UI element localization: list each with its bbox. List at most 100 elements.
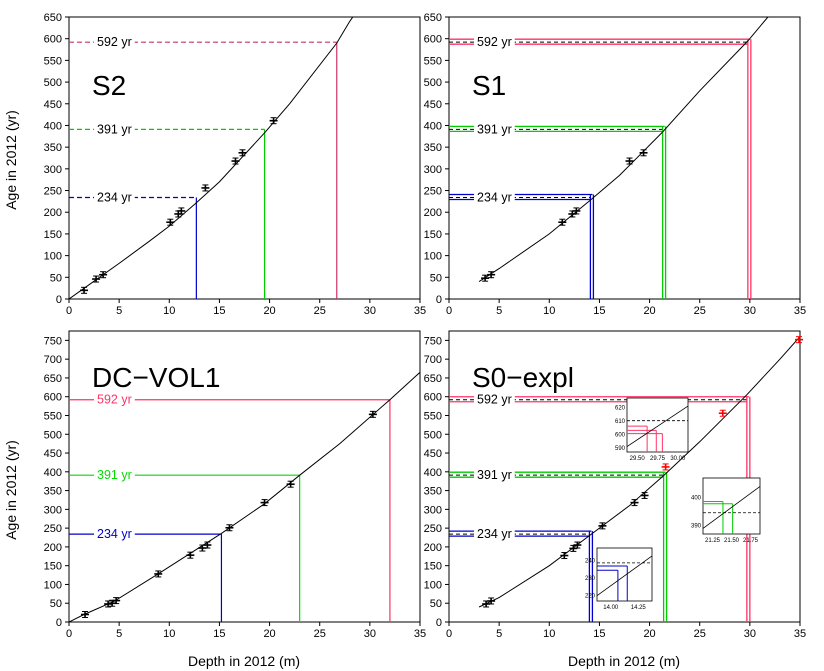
marker-label: 391 yr (97, 122, 132, 136)
y-tick-label: 250 (424, 523, 442, 535)
y-tick-label: 500 (424, 77, 442, 89)
y-tick-label: 450 (424, 448, 442, 460)
y-tick-label: 150 (44, 229, 62, 241)
x-axis-label-right: Depth in 2012 (m) (568, 653, 680, 669)
panel-label: S0−expl (472, 362, 574, 393)
x-tick-label: 5 (496, 305, 502, 317)
y-tick-label: 200 (44, 542, 62, 554)
y-tick-label: 400 (44, 467, 62, 479)
inset-frame (702, 477, 761, 535)
panel-DC-VOL1: 0 5 10 15 20 25 30 3505010015020025030035040045… (44, 330, 426, 640)
panel-S0-expl: 0 5 10 15 20 25 30 3505010015020025030035040045… (424, 330, 806, 640)
x-tick-label: 20 (263, 628, 275, 640)
y-tick-label: 450 (44, 99, 62, 111)
y-tick-label: 100 (44, 251, 62, 263)
y-tick-label: 600 (44, 392, 62, 404)
y-tick-label: 500 (44, 429, 62, 441)
marker-label-bg (474, 526, 515, 541)
x-tick-label: 35 (794, 628, 806, 640)
x-tick-label: 10 (543, 305, 555, 317)
marker-label: 234 yr (477, 527, 512, 541)
inset-curve (596, 555, 653, 597)
marker-label-bg (94, 189, 135, 204)
inset-y-tick-label: 390 (691, 524, 702, 530)
x-tick-label: 0 (66, 628, 72, 640)
inset-zoom: 29.50 29.75 30.00 590 600 610 620 (615, 397, 689, 462)
inset-x-tick-label: 29.75 (650, 456, 666, 462)
x-tick-label: 5 (116, 628, 122, 640)
plot-frame (448, 330, 801, 623)
x-tick-label: 25 (314, 628, 326, 640)
inset-y-tick-label: 600 (615, 432, 626, 438)
inset-zoom: 21.25 21.50 21.75 390 400 (691, 477, 761, 544)
age-depth-curve (69, 17, 354, 299)
inset-x-tick-label: 29.50 (630, 456, 646, 462)
y-tick-label: 500 (424, 429, 442, 441)
y-tick-label: 550 (44, 410, 62, 422)
inset-y-tick-label: 610 (615, 419, 626, 425)
panel-label: S2 (92, 70, 126, 101)
inset-y-tick-label: 230 (585, 576, 596, 582)
y-tick-label: 400 (424, 467, 442, 479)
y-tick-label: 650 (424, 373, 442, 385)
y-tick-label: 0 (56, 617, 62, 629)
y-tick-label: 300 (424, 504, 442, 516)
marker-label: 592 yr (477, 393, 512, 407)
marker-label: 234 yr (97, 190, 132, 204)
x-tick-label: 25 (694, 628, 706, 640)
y-tick-label: 400 (424, 120, 442, 132)
marker-label: 234 yr (477, 190, 512, 204)
x-tick-label: 30 (364, 628, 376, 640)
x-tick-label: 25 (694, 305, 706, 317)
inset-x-tick-label: 21.50 (724, 538, 740, 544)
y-tick-label: 400 (44, 120, 62, 132)
y-axis-label-bottom: Age in 2012 (yr) (3, 440, 19, 540)
y-tick-label: 150 (424, 561, 442, 573)
y-tick-label: 250 (44, 523, 62, 535)
marker-label-bg (474, 121, 515, 136)
inset-frame (626, 397, 689, 453)
y-tick-label: 450 (424, 99, 442, 111)
x-tick-label: 20 (643, 305, 655, 317)
x-tick-label: 15 (593, 305, 605, 317)
panel-label: DC−VOL1 (92, 362, 220, 393)
marker-label: 391 yr (477, 122, 512, 136)
y-tick-label: 500 (44, 77, 62, 89)
y-tick-label: 200 (424, 207, 442, 219)
age-depth-curve (478, 336, 800, 608)
inset-y-tick-label: 240 (585, 558, 596, 564)
x-tick-label: 25 (314, 305, 326, 317)
age-depth-curve (69, 371, 420, 622)
age-depth-curve (478, 17, 769, 283)
x-tick-label: 0 (446, 628, 452, 640)
y-tick-label: 550 (424, 410, 442, 422)
y-tick-label: 100 (44, 579, 62, 591)
y-tick-label: 600 (424, 392, 442, 404)
y-tick-label: 650 (44, 373, 62, 385)
x-tick-label: 15 (213, 305, 225, 317)
x-tick-label: 20 (643, 628, 655, 640)
x-tick-label: 30 (744, 628, 756, 640)
x-tick-label: 15 (213, 628, 225, 640)
y-tick-label: 650 (44, 12, 62, 24)
x-tick-label: 5 (496, 628, 502, 640)
y-tick-label: 150 (44, 561, 62, 573)
y-tick-label: 0 (56, 294, 62, 306)
plot-frame (68, 330, 421, 623)
y-tick-label: 300 (424, 164, 442, 176)
inset-x-tick-label: 14.00 (603, 605, 619, 611)
x-tick-label: 10 (163, 628, 175, 640)
inset-curve (702, 486, 761, 529)
y-tick-label: 200 (44, 207, 62, 219)
y-tick-label: 0 (436, 617, 442, 629)
y-tick-label: 700 (44, 354, 62, 366)
y-tick-label: 350 (44, 486, 62, 498)
inset-curve (626, 405, 689, 447)
x-axis-label-left: Depth in 2012 (m) (188, 653, 300, 669)
marker-label-bg (474, 467, 515, 482)
x-tick-label: 30 (744, 305, 756, 317)
plot-frame (68, 16, 421, 300)
y-tick-label: 350 (44, 142, 62, 154)
inset-zoom: 14.00 14.25 220 230 240 (585, 547, 653, 611)
marker-label-bg (94, 391, 135, 406)
